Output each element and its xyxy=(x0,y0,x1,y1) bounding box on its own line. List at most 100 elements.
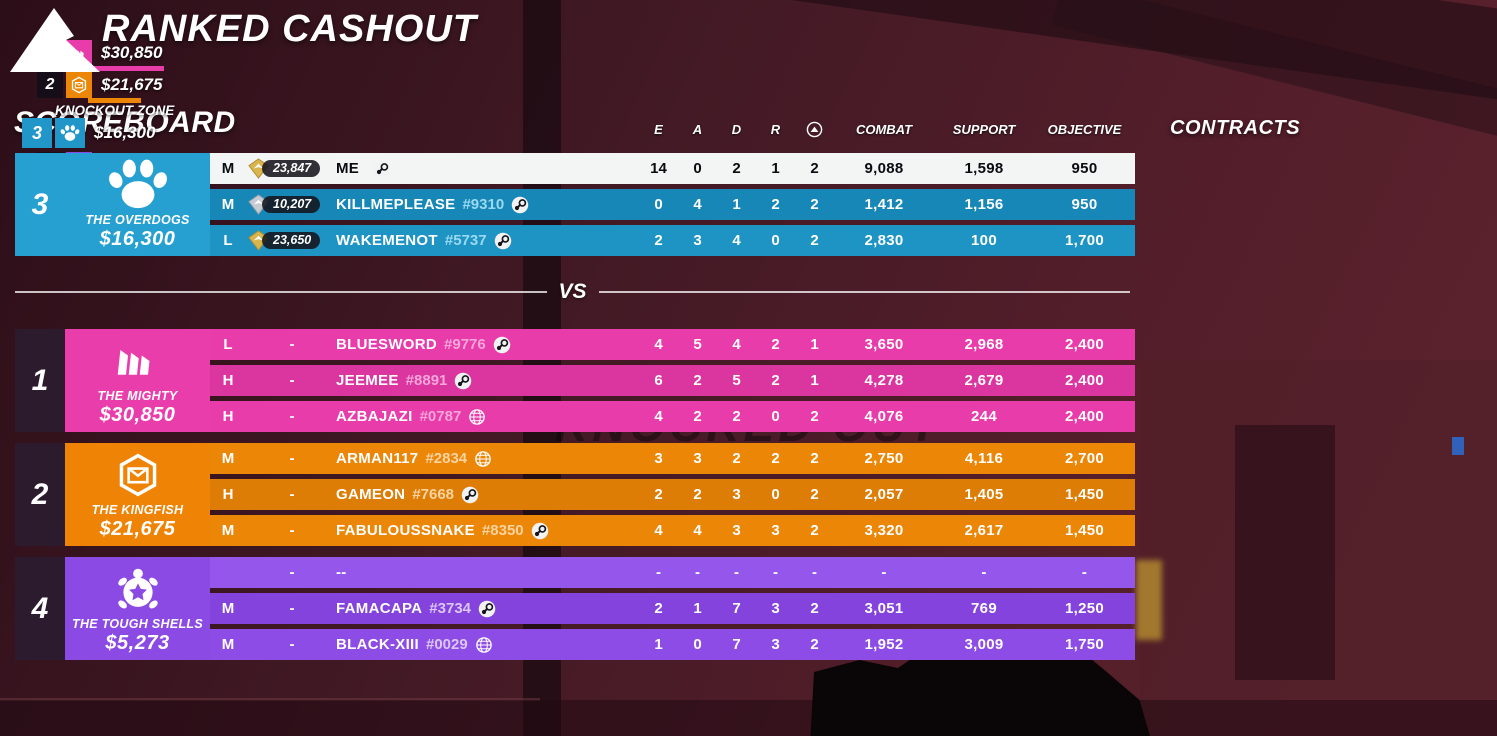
stat-a: 4 xyxy=(693,196,702,213)
stat-objective: 2,400 xyxy=(1064,336,1105,353)
player-row-disconnected[interactable]: - -- - - - - - - - - xyxy=(210,557,1135,588)
col-assists: A xyxy=(692,121,703,137)
team-rank-strip: 4 xyxy=(15,557,65,660)
player-row[interactable]: H - AZBAJAZI #0787 4 2 2 0 2 4,076 244 2,… xyxy=(210,401,1135,432)
stat-objective: 1,450 xyxy=(1064,522,1105,539)
stat-objective: 1,750 xyxy=(1064,636,1105,653)
stat-a: 5 xyxy=(693,336,702,353)
stat-support: 2,617 xyxy=(964,522,1004,539)
stat-combat: 2,750 xyxy=(864,450,904,467)
team-info: THE KINGFISH $21,675 xyxy=(65,443,210,546)
stat-objective: 1,450 xyxy=(1064,486,1105,503)
stat-r: 0 xyxy=(771,408,780,425)
rank-badge: 10,207 xyxy=(246,194,336,215)
player-row[interactable]: M - FAMACAPA #3734 2 1 7 3 2 3,051 769 1,… xyxy=(210,593,1135,624)
stat-r: 2 xyxy=(771,450,780,467)
col-eliminations: E xyxy=(654,121,663,137)
stat-cashouts: 2 xyxy=(810,450,819,467)
player-row[interactable]: L - BLUESWORD #9776 4 5 4 2 1 3,650 2,968… xyxy=(210,329,1135,360)
stat-objective: - xyxy=(1081,564,1088,581)
stat-a: 1 xyxy=(693,600,702,617)
mini-cash: $30,850 xyxy=(101,43,163,62)
stat-cashouts: - xyxy=(812,564,817,581)
steam-icon xyxy=(511,195,530,214)
player-row[interactable]: M 10,207 KILLMEPLEASE #9310 0 4 1 2 2 1,4… xyxy=(210,189,1135,220)
class-letter: M xyxy=(221,196,235,213)
mini-rank: 2 xyxy=(37,72,63,98)
vs-label: VS xyxy=(558,280,587,303)
stat-r: 3 xyxy=(771,522,780,539)
stat-d: 5 xyxy=(732,372,741,389)
player-name: FAMACAPA xyxy=(336,600,423,617)
mini-cash-bar xyxy=(88,98,141,103)
steam-icon xyxy=(373,159,392,178)
overdogs-paw-icon xyxy=(55,118,85,148)
stat-support: - xyxy=(981,564,987,581)
player-name: KILLMEPLEASE xyxy=(336,196,456,213)
stat-d: 7 xyxy=(732,636,741,653)
stat-d: 3 xyxy=(732,522,741,539)
hidden-rank: - xyxy=(289,450,295,467)
steam-icon xyxy=(493,231,512,250)
hidden-rank: - xyxy=(289,522,295,539)
hidden-rank: - xyxy=(289,600,295,617)
mini-rank: 3 xyxy=(22,118,52,148)
player-name: JEEMEE xyxy=(336,372,399,389)
team-panel-kingfish: 2 THE KINGFISH $21,675 M - ARMAN117 #2834… xyxy=(15,443,1135,546)
class-letter: H xyxy=(222,408,234,425)
player-rows: M 23,847 ME 14 0 2 1 2 9,088 1,598 950 M xyxy=(210,153,1135,256)
steam-icon xyxy=(492,335,511,354)
steam-icon xyxy=(461,485,480,504)
team-rank-strip: 2 xyxy=(15,443,65,546)
stat-d: 3 xyxy=(732,486,741,503)
player-row[interactable]: H - GAMEON #7668 2 2 3 0 2 2,057 1,405 1,… xyxy=(210,479,1135,510)
player-row[interactable]: H - JEEMEE #8891 6 2 5 2 1 4,278 2,679 2,… xyxy=(210,365,1135,396)
class-letter: L xyxy=(223,232,233,249)
stat-e: 14 xyxy=(650,160,667,177)
globe-icon xyxy=(469,408,486,425)
stat-combat: 3,051 xyxy=(864,600,904,617)
paw-icon xyxy=(106,152,169,213)
background-floor-shadow xyxy=(0,700,1497,736)
stat-cashouts: 2 xyxy=(810,196,819,213)
stat-r: 0 xyxy=(771,232,780,249)
stat-cashouts: 2 xyxy=(810,486,819,503)
player-row[interactable]: L 23,650 WAKEMENOT #5737 2 3 4 0 2 2,830 … xyxy=(210,225,1135,256)
stat-r: 3 xyxy=(771,636,780,653)
contracts-heading[interactable]: CONTRACTS xyxy=(1170,117,1301,139)
player-name: BLACK-XIII xyxy=(336,636,419,653)
stat-a: 0 xyxy=(693,160,702,177)
player-row-me[interactable]: M 23,847 ME 14 0 2 1 2 9,088 1,598 950 xyxy=(210,153,1135,184)
background-screen-glow xyxy=(1452,437,1464,455)
player-name: GAMEON xyxy=(336,486,406,503)
stat-r: - xyxy=(773,564,778,581)
stat-objective: 1,700 xyxy=(1064,232,1105,249)
stat-objective: 1,250 xyxy=(1064,600,1105,617)
hidden-rank: - xyxy=(289,486,295,503)
stat-a: 2 xyxy=(693,408,702,425)
stat-e: 2 xyxy=(654,486,663,503)
hidden-rank: - xyxy=(289,336,295,353)
player-name: -- xyxy=(336,564,347,581)
stat-cashouts: 2 xyxy=(810,160,819,177)
player-row[interactable]: M - BLACK-XIII #0029 1 0 7 3 2 1,952 3,00… xyxy=(210,629,1135,660)
stat-r: 0 xyxy=(771,486,780,503)
column-header-row: E A D R COMBAT SUPPORT OBJECTIVE xyxy=(210,116,1135,142)
stat-r: 1 xyxy=(771,160,780,177)
hidden-rank: - xyxy=(289,408,295,425)
player-name: WAKEMENOT xyxy=(336,232,438,249)
stat-cashouts: 2 xyxy=(810,636,819,653)
stat-objective: 2,400 xyxy=(1064,372,1105,389)
team-cash: $16,300 xyxy=(99,228,176,250)
stat-support: 769 xyxy=(971,600,997,617)
kingfish-logo-icon xyxy=(115,443,161,503)
player-rows: - -- - - - - - - - - M - FAMACAPA #3734 2… xyxy=(210,557,1135,660)
stat-combat: 3,320 xyxy=(864,522,904,539)
team-rank-strip: 3 xyxy=(15,153,65,256)
player-row[interactable]: M - FABULOUSSNAKE #8350 4 4 3 3 2 3,320 2… xyxy=(210,515,1135,546)
rank-badge: 23,847 xyxy=(246,158,336,179)
stat-d: 4 xyxy=(732,336,741,353)
player-row[interactable]: M - ARMAN117 #2834 3 3 2 2 2 2,750 4,116 … xyxy=(210,443,1135,474)
stat-support: 2,679 xyxy=(964,372,1004,389)
